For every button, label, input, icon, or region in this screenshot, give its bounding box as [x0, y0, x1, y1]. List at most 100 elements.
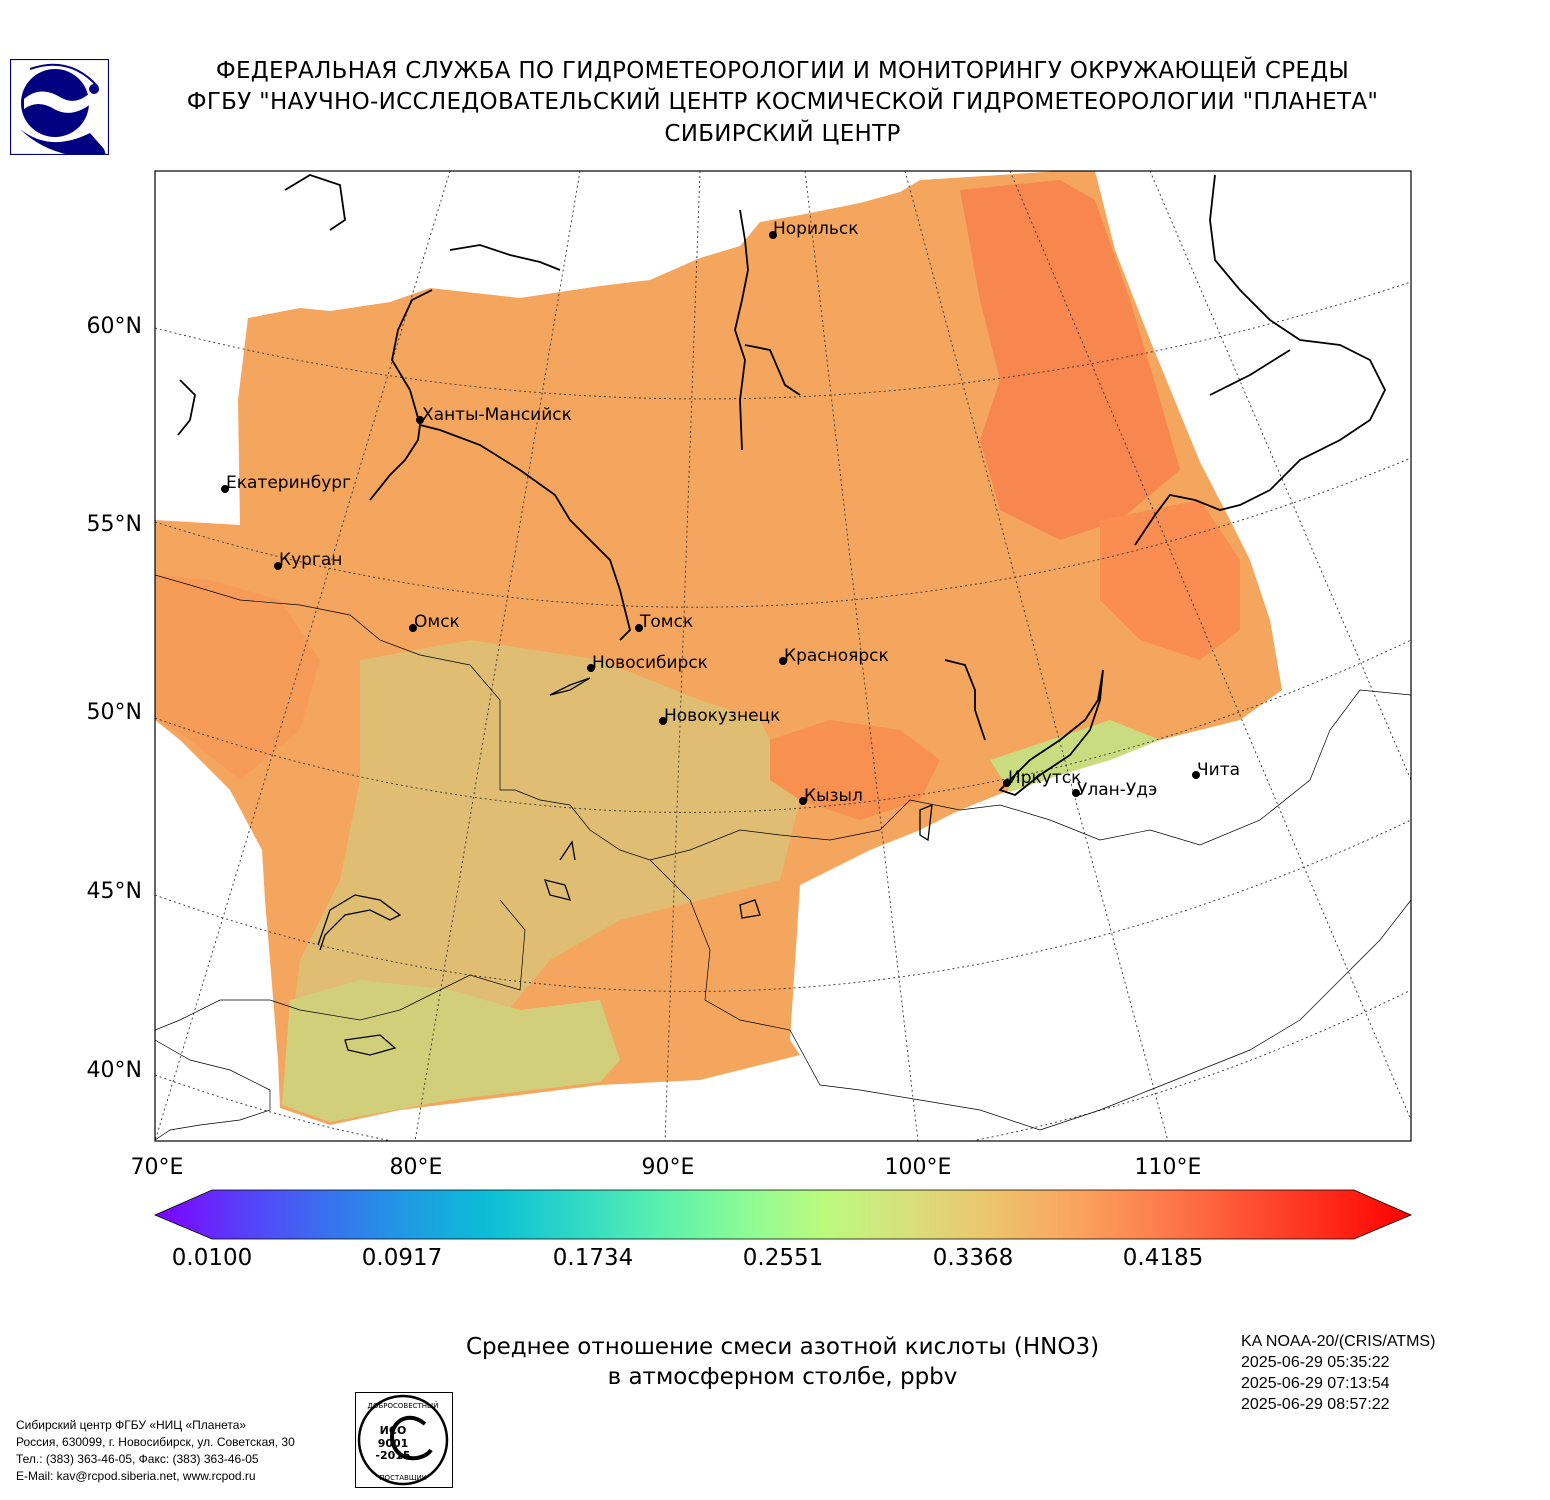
footer-line-2: Россия, 630099, г. Новосибирск, ул. Сове… — [16, 1435, 295, 1449]
kazakhstan-china-border — [155, 899, 526, 1031]
lakes — [317, 677, 933, 1056]
city-novokuznetsk: Новокузнецк — [659, 706, 780, 726]
satellite-time-1: 2025-06-29 05:35:22 — [1241, 1354, 1390, 1371]
city-yekaterinburg: Екатеринбург — [221, 473, 351, 493]
lat-label-40: 40°N — [87, 1058, 142, 1083]
lat-label-50: 50°N — [87, 700, 142, 725]
hno3-sayan-high — [770, 720, 940, 820]
chart-title-line-1: Среднее отношение смеси азотной кислоты … — [465, 1334, 1100, 1360]
meridians — [155, 171, 1411, 1141]
city-label-chita: Чита — [1197, 760, 1240, 780]
northern-coast — [284, 174, 346, 231]
latitude-labels: 60°N 55°N 50°N 45°N 40°N — [87, 314, 142, 1083]
colorbar-tick-4: 0.3368 — [932, 1245, 1014, 1271]
ob-river — [391, 289, 631, 641]
hno3-southern-lowlands — [282, 980, 620, 1122]
lon-label-100: 100°E — [885, 1155, 952, 1180]
satellite-time-2: 2025-06-29 07:13:54 — [1241, 1375, 1390, 1392]
colorbar — [153, 1189, 1413, 1240]
khovsgol-lake — [919, 803, 933, 842]
city-kurgan: Курган — [274, 550, 342, 570]
yenisei-river — [734, 209, 749, 451]
colorbar-tick-5: 0.4185 — [1122, 1245, 1204, 1271]
city-chita: Чита — [1192, 760, 1240, 780]
hno3-central-band — [290, 640, 800, 1080]
footer-line-4: E-Mail: kav@rcpod.siberia.net, www.rcpod… — [16, 1469, 256, 1483]
colorbar-tick-3: 0.2551 — [742, 1245, 824, 1271]
lon-label-110: 110°E — [1135, 1155, 1202, 1180]
iso-9001-seal: ИСО 9001 -2015 ДОБРОСОВЕСТНЫЙ ПОСТАВЩИК — [355, 1392, 453, 1488]
city-label-omsk: Омск — [414, 612, 460, 632]
angara-river — [944, 659, 986, 741]
hno3-western-high — [155, 575, 320, 780]
header-line-3: СИБИРСКИЙ ЦЕНТР — [664, 121, 901, 147]
balkhash-lake — [317, 894, 402, 951]
rivers — [177, 174, 1387, 797]
city-omsk: Омск — [409, 612, 460, 632]
uvs-lake — [739, 899, 761, 919]
aldan-river — [1134, 489, 1271, 546]
zaysan-lake — [544, 879, 571, 901]
city-tomsk: Томск — [635, 612, 693, 632]
svg-text:ИСО: ИСО — [380, 1424, 407, 1437]
city-label-khanty-mansiysk: Ханты-Мансийск — [422, 405, 572, 425]
header-line-2: ФГБУ "НАУЧНО-ИССЛЕДОВАТЕЛЬСКИЙ ЦЕНТР КОС… — [186, 89, 1379, 115]
cities: Норильск Ханты-Мансийск Екатеринбург Кур… — [221, 219, 1240, 806]
city-label-novosibirsk: Новосибирск — [592, 653, 708, 673]
hno3-northeast-high — [960, 180, 1180, 540]
city-label-tomsk: Томск — [639, 612, 693, 632]
gydan-coast — [449, 244, 561, 271]
teletskoe-lake — [559, 840, 576, 861]
svg-text:ПОСТАВЩИК: ПОСТАВЩИК — [379, 1474, 426, 1482]
borders — [155, 574, 1411, 1141]
svg-text:9001: 9001 — [378, 1437, 409, 1450]
parallels — [155, 281, 1411, 1141]
city-kyzyl: Кызыл — [799, 786, 863, 806]
novosibirsk-reservoir — [549, 677, 591, 696]
hno3-eastern-high — [1100, 500, 1240, 660]
city-ulan-ude: Улан-Удэ — [1072, 780, 1157, 800]
city-label-irkutsk: Иркутск — [1008, 768, 1081, 788]
svg-text:ДОБРОСОВЕСТНЫЙ: ДОБРОСОВЕСТНЫЙ — [368, 1401, 439, 1410]
city-novosibirsk: Новосибирск — [587, 653, 708, 673]
hno3-baikal-low — [990, 720, 1160, 792]
colorbar-tick-0: 0.0100 — [171, 1245, 253, 1271]
mongolia-china-border — [649, 859, 1411, 1131]
kazakhstan-russia-border — [155, 574, 1411, 861]
city-krasnoyarsk: Красноярск — [779, 646, 889, 666]
lon-label-70: 70°E — [131, 1155, 184, 1180]
city-label-norilsk: Норильск — [773, 219, 859, 239]
city-label-kyzyl: Кызыл — [804, 786, 863, 806]
map-area: Норильск Ханты-Мансийск Екатеринбург Кур… — [155, 171, 1411, 1141]
satellite-name: KA NOAA-20/(CRIS/ATMS) — [1241, 1333, 1436, 1350]
lower-tunguska — [744, 344, 801, 396]
city-label-krasnoyarsk: Красноярск — [784, 646, 889, 666]
issyk-kul-lake — [344, 1034, 397, 1056]
city-label-ulan-ude: Улан-Удэ — [1077, 780, 1157, 800]
city-label-kurgan: Курган — [279, 550, 342, 570]
lon-label-80: 80°E — [390, 1155, 443, 1180]
ural-coast — [177, 379, 196, 436]
city-label-novokuznetsk: Новокузнецк — [664, 706, 780, 726]
longitude-labels: 70°E 80°E 90°E 100°E 110°E — [131, 1155, 1202, 1180]
lat-label-60: 60°N — [87, 314, 142, 339]
header-line-1: ФЕДЕРАЛЬНАЯ СЛУЖБА ПО ГИДРОМЕТЕОРОЛОГИИ … — [215, 58, 1350, 84]
colorbar-tick-1: 0.0917 — [361, 1245, 443, 1271]
lat-label-45: 45°N — [87, 879, 142, 904]
city-norilsk: Норильск — [769, 219, 859, 239]
city-label-yekaterinburg: Екатеринбург — [226, 473, 351, 493]
irtysh-river — [369, 424, 421, 501]
footer-line-3: Тел.: (383) 363-46-05, Факс: (383) 363-4… — [16, 1452, 259, 1466]
satellite-time-3: 2025-06-29 08:57:22 — [1241, 1396, 1390, 1413]
colorbar-tick-2: 0.1734 — [552, 1245, 634, 1271]
chart-title-line-2: в атмосферном столбе, ppbv — [607, 1364, 958, 1390]
lat-label-55: 55°N — [87, 512, 142, 537]
map-figure: Норильск Ханты-Мансийск Екатеринбург Кур… — [87, 170, 1413, 1240]
svg-text:-2015: -2015 — [375, 1449, 410, 1462]
map-frame — [154, 170, 1412, 1142]
planeta-logo — [10, 59, 109, 155]
lena-river — [1209, 174, 1387, 491]
footer-line-1: Сибирский центр ФГБУ «НИЦ «Планета» — [16, 1418, 247, 1432]
city-irkutsk: Иркутск — [1003, 768, 1081, 788]
central-asia-borders — [155, 1039, 271, 1141]
